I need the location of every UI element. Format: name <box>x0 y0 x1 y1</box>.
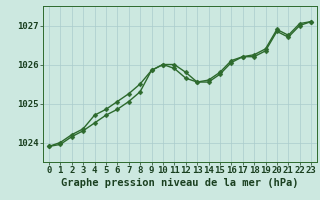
X-axis label: Graphe pression niveau de la mer (hPa): Graphe pression niveau de la mer (hPa) <box>61 178 299 188</box>
